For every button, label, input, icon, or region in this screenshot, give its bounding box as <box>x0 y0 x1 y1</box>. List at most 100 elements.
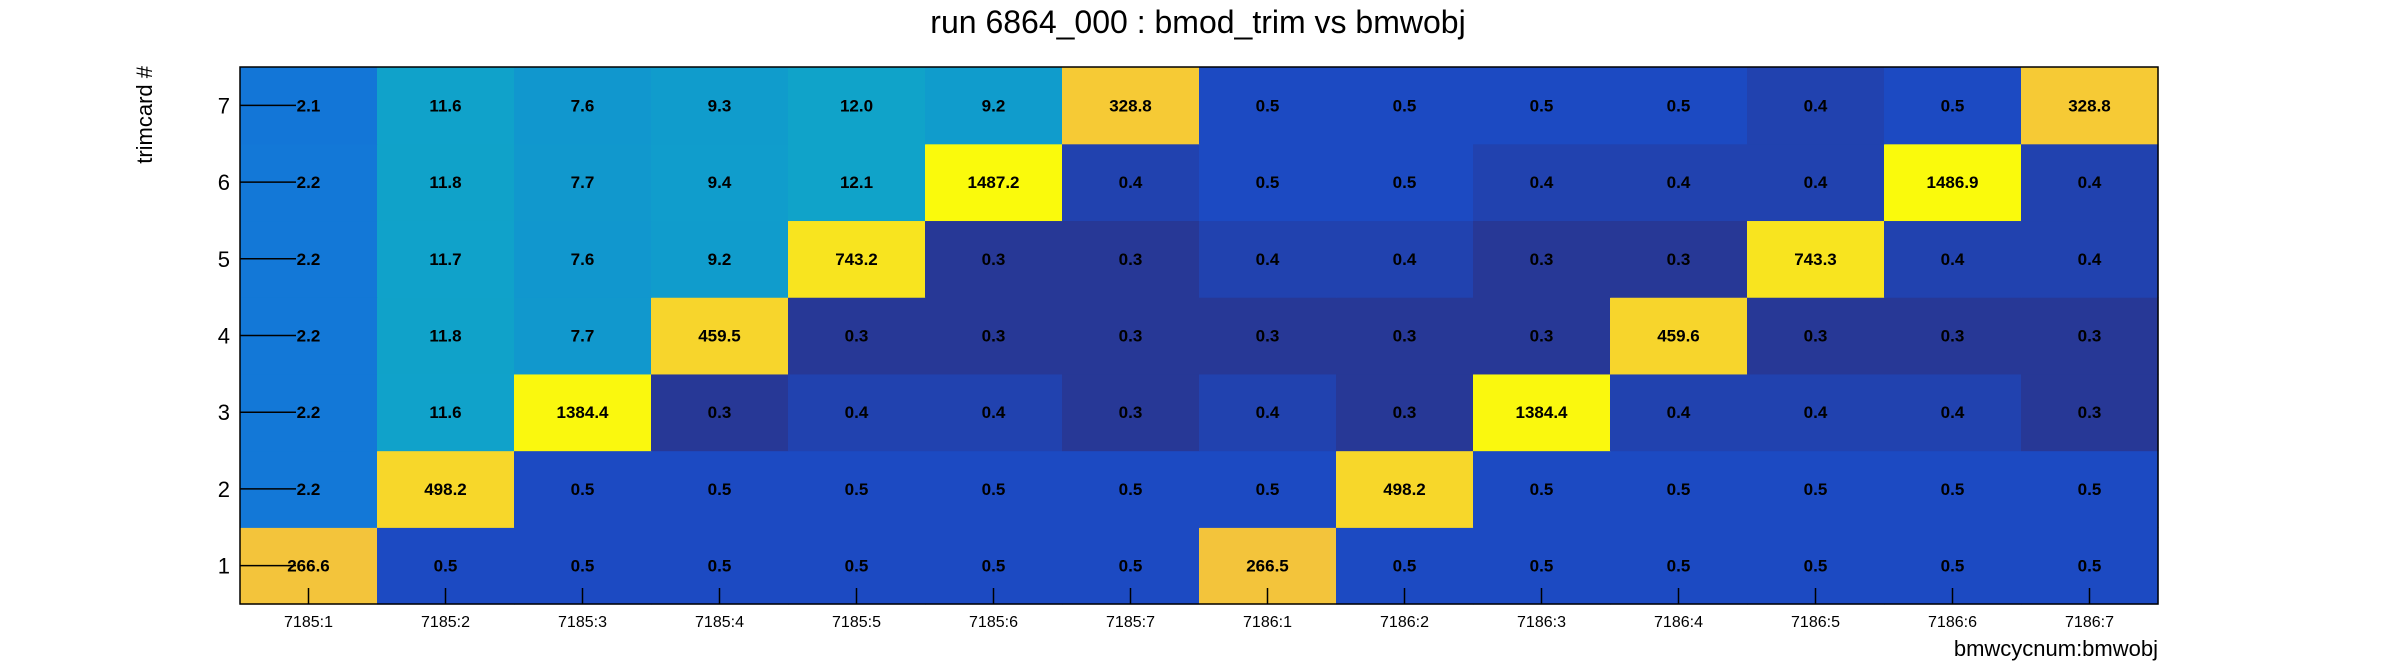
cell-value-label: 0.3 <box>1530 327 1554 346</box>
cell-value-label: 7.6 <box>571 96 595 115</box>
cell-value-label: 0.3 <box>1530 250 1554 269</box>
cell-value-label: 0.4 <box>1804 403 1828 422</box>
cell-value-label: 11.7 <box>429 250 461 269</box>
cell-value-label: 0.4 <box>1804 173 1828 192</box>
cell-value-label: 0.5 <box>1256 173 1280 192</box>
cell-value-label: 0.5 <box>1667 96 1691 115</box>
heatmap-cell <box>925 297 1063 375</box>
cell-value-label: 743.3 <box>1794 250 1837 269</box>
heatmap-cell <box>1062 297 1200 375</box>
heatmap-cell <box>1199 373 1337 452</box>
cell-value-label: 0.5 <box>2078 557 2102 576</box>
heatmap-cell <box>925 450 1063 528</box>
heatmap-cell <box>377 450 515 528</box>
heatmap-cell <box>2021 373 2159 452</box>
heatmap-cell <box>514 143 652 222</box>
cell-value-label: 0.5 <box>708 557 732 576</box>
cell-value-label: 0.4 <box>1667 403 1691 422</box>
y-tick-label: 1 <box>218 554 230 579</box>
cell-value-label: 0.5 <box>1119 480 1143 499</box>
heatmap-cell <box>1199 220 1337 298</box>
cell-value-label: 266.6 <box>287 557 330 576</box>
cell-value-label: 0.5 <box>845 557 869 576</box>
cell-value-label: 2.1 <box>297 96 321 115</box>
cell-value-label: 0.5 <box>1667 557 1691 576</box>
heatmap-cell <box>514 220 652 298</box>
cell-value-label: 1384.4 <box>1516 403 1569 422</box>
cell-value-label: 9.2 <box>708 250 732 269</box>
cell-value-label: 0.5 <box>1393 96 1417 115</box>
heatmap-cell <box>1884 67 2022 145</box>
cell-value-label: 0.3 <box>1256 327 1280 346</box>
cell-value-label: 7.6 <box>571 250 595 269</box>
x-tick-label: 7185:4 <box>695 614 744 631</box>
heatmap-cell <box>1473 450 1611 528</box>
cell-value-label: 1487.2 <box>968 173 1020 192</box>
cell-value-label: 0.5 <box>982 480 1006 499</box>
heatmap-cell <box>1610 220 1748 298</box>
cell-value-label: 0.5 <box>1530 96 1554 115</box>
heatmap-cell <box>2021 297 2159 375</box>
heatmap-cell <box>1747 67 1885 145</box>
cell-value-label: 0.4 <box>1667 173 1691 192</box>
cell-value-label: 11.6 <box>429 96 461 115</box>
heatmap-cell <box>1884 143 2022 222</box>
cell-value-label: 0.4 <box>1941 250 1965 269</box>
cell-value-label: 2.2 <box>297 173 321 192</box>
x-tick-label: 7185:2 <box>421 614 470 631</box>
heatmap-cell <box>1884 450 2022 528</box>
heatmap-cell <box>1062 67 1200 145</box>
heatmap-cell <box>2021 450 2159 528</box>
cell-value-label: 0.4 <box>2078 250 2102 269</box>
heatmap-cell <box>1747 373 1885 452</box>
cell-value-label: 0.5 <box>708 480 732 499</box>
cell-value-label: 266.5 <box>1246 557 1289 576</box>
heatmap-cell <box>788 297 926 375</box>
cell-value-label: 11.6 <box>429 403 461 422</box>
cell-value-label: 0.5 <box>1804 557 1828 576</box>
cell-value-label: 498.2 <box>1383 480 1426 499</box>
cell-value-label: 0.3 <box>1119 403 1143 422</box>
heatmap-cell <box>2021 220 2159 298</box>
heatmap-cell <box>788 67 926 145</box>
x-tick-label: 7186:5 <box>1791 614 1840 631</box>
y-axis-label: trimcard # <box>132 65 157 164</box>
cell-value-label: 0.4 <box>982 403 1006 422</box>
cell-value-label: 0.3 <box>982 327 1006 346</box>
heatmap-cell <box>788 373 926 452</box>
y-tick-label: 5 <box>218 247 230 272</box>
heatmap-cell <box>1747 220 1885 298</box>
x-tick-label: 7186:2 <box>1380 614 1429 631</box>
cell-value-label: 0.5 <box>1256 480 1280 499</box>
cell-value-label: 0.4 <box>845 403 869 422</box>
heatmap-cell <box>1610 297 1748 375</box>
cell-value-label: 12.1 <box>840 173 873 192</box>
cell-value-label: 0.4 <box>1941 403 1965 422</box>
cell-value-label: 11.8 <box>429 327 461 346</box>
heatmap-cell <box>1884 220 2022 298</box>
heatmap-cell <box>1473 220 1611 298</box>
cell-value-label: 9.4 <box>708 173 732 192</box>
cell-value-label: 0.3 <box>1804 327 1828 346</box>
cell-value-label: 1384.4 <box>557 403 610 422</box>
heatmap-cell <box>1199 67 1337 145</box>
heatmap-cell <box>1062 220 1200 298</box>
cell-value-label: 498.2 <box>424 480 467 499</box>
cell-value-label: 2.2 <box>297 403 321 422</box>
heatmap-cell <box>377 297 515 375</box>
cell-value-label: 0.5 <box>2078 480 2102 499</box>
cell-value-label: 0.5 <box>1119 557 1143 576</box>
cell-value-label: 0.5 <box>1667 480 1691 499</box>
cell-value-label: 0.5 <box>1393 557 1417 576</box>
heatmap-axes: 1 2 3 4 5 6 7 7185:1 7185:2 7185:3 7185:4 7185:5 718… <box>218 66 2159 631</box>
y-tick-label: 2 <box>218 477 230 502</box>
heatmap-cell <box>1884 373 2022 452</box>
cell-value-label: 1486.9 <box>1927 173 1979 192</box>
x-axis-label: bmwcycnum:bmwobj <box>1954 636 2158 661</box>
cell-value-label: 0.5 <box>845 480 869 499</box>
cell-value-label: 0.4 <box>1804 96 1828 115</box>
cell-value-label: 0.3 <box>1119 327 1143 346</box>
heatmap-cell <box>1199 450 1337 528</box>
cell-value-label: 11.8 <box>429 173 461 192</box>
